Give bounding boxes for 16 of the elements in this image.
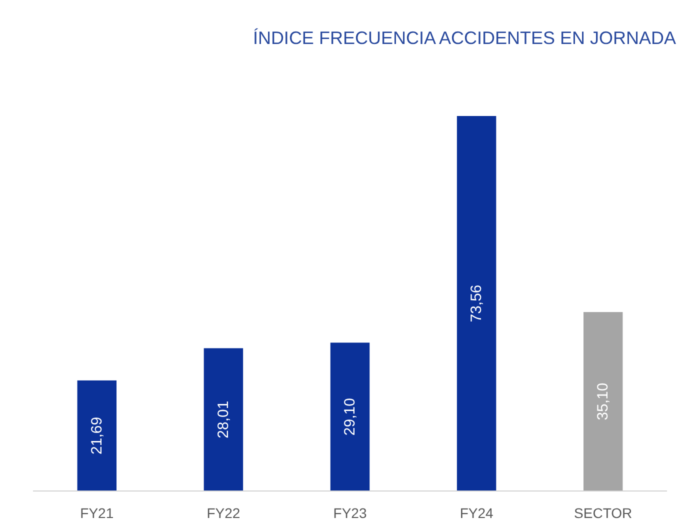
chart-title: ÍNDICE FRECUENCIA ACCIDENTES EN JORNADA	[252, 28, 676, 48]
bar	[77, 380, 117, 491]
x-tick-label: FY21	[80, 505, 114, 521]
bar	[330, 342, 370, 491]
x-tick-label: FY23	[333, 505, 367, 521]
bar	[583, 312, 623, 491]
bar	[204, 348, 244, 491]
data-label: 28,01	[214, 400, 232, 438]
data-label: 35,10	[594, 382, 612, 420]
data-label: 21,69	[88, 416, 106, 454]
x-tick-label: FY24	[460, 505, 494, 521]
x-tick-label: SECTOR	[574, 505, 632, 521]
data-label: 29,10	[342, 398, 358, 436]
data-label: 73,56	[468, 284, 486, 322]
x-tick-label: FY22	[206, 505, 240, 521]
bar	[456, 116, 496, 491]
